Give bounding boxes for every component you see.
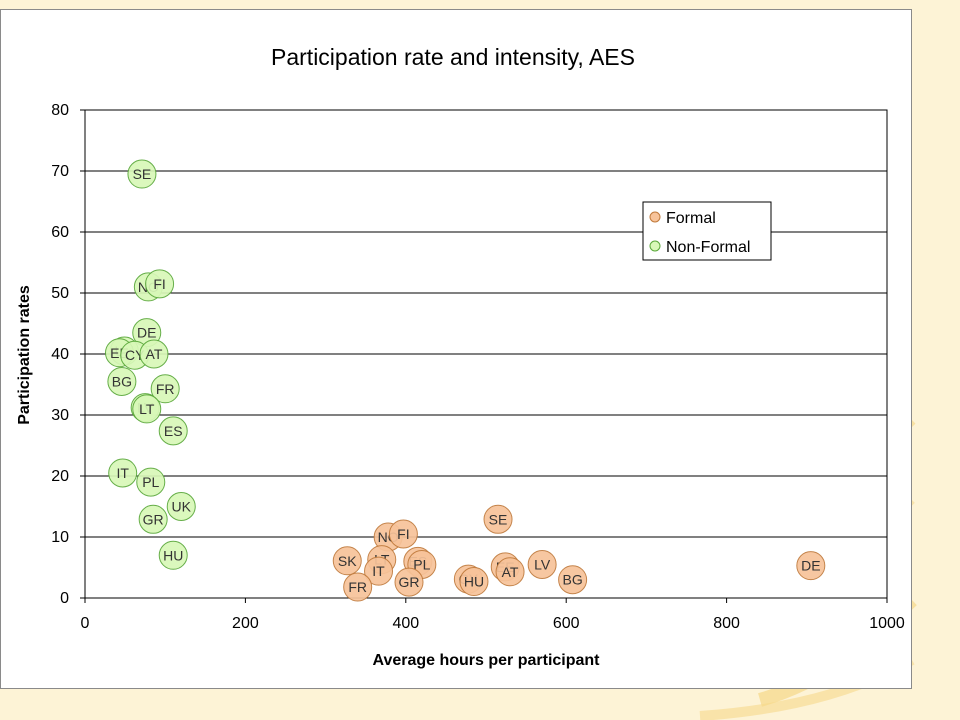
data-point-bg xyxy=(558,565,588,595)
data-label-bg: BG xyxy=(562,572,582,588)
y-axis-title: Participation rates xyxy=(16,285,33,425)
data-label-uk: UK xyxy=(172,499,192,515)
data-label-de: DE xyxy=(137,325,156,341)
data-point-hu xyxy=(158,540,188,570)
data-label-se: SE xyxy=(489,511,508,527)
data-label-pl: PL xyxy=(142,474,159,490)
data-label-at: AT xyxy=(502,564,519,580)
data-label-sk: SK xyxy=(338,553,357,569)
data-point-de xyxy=(796,551,826,581)
data-point-pl xyxy=(136,467,166,497)
data-label-de: DE xyxy=(801,558,820,574)
data-point-gr xyxy=(138,504,168,534)
data-point-uk xyxy=(166,492,196,521)
data-point-lt xyxy=(132,394,162,424)
legend-swatch-non-formal xyxy=(649,240,661,252)
scatter-chart: Participation rate and intensity, AES 0 1… xyxy=(16,44,905,669)
data-point-sk xyxy=(332,546,362,576)
data-label-hu: HU xyxy=(163,547,183,563)
data-label-fi: FI xyxy=(153,276,165,292)
data-label-lt: LT xyxy=(139,401,155,417)
data-label-fr: FR xyxy=(348,579,367,595)
data-label-fi: FI xyxy=(397,526,409,542)
data-point-hu xyxy=(459,567,489,597)
data-point-gr xyxy=(394,567,424,597)
chart-title: Participation rate and intensity, AES xyxy=(271,44,635,70)
legend-box xyxy=(642,201,772,261)
series-formal: SENOFISKLTESPLITFRGRCYHUEEATLVBGDE xyxy=(332,504,826,602)
grid-lines xyxy=(85,109,887,538)
data-point-se xyxy=(127,159,157,189)
y-tick-label: 40 xyxy=(51,346,69,363)
data-point-bg xyxy=(107,366,137,396)
data-label-lv: LV xyxy=(534,556,551,572)
data-point-se xyxy=(483,504,513,534)
x-tick-label: 1000 xyxy=(869,615,905,632)
x-axis-title: Average hours per participant xyxy=(372,652,600,669)
y-tick-label: 80 xyxy=(51,102,69,119)
x-axis-ticks: 0 200 400 600 800 1000 xyxy=(81,598,905,632)
y-tick-label: 20 xyxy=(51,468,69,485)
legend-swatch-formal xyxy=(649,211,661,223)
series-non-formal: SENOFIDEUKEECYATBGFRLVLTESITPLUKGRHU xyxy=(104,159,196,570)
x-tick-label: 600 xyxy=(553,615,580,632)
data-point-it xyxy=(364,556,394,586)
data-label-hu: HU xyxy=(464,574,484,590)
data-label-se: SE xyxy=(133,166,152,182)
x-tick-label: 800 xyxy=(713,615,740,632)
y-tick-label: 70 xyxy=(51,163,69,180)
data-point-fr xyxy=(150,374,180,404)
data-label-es: ES xyxy=(164,423,183,439)
data-label-fr: FR xyxy=(156,381,175,397)
y-tick-label: 0 xyxy=(60,590,69,607)
data-label-gr: GR xyxy=(399,574,420,590)
data-point-es xyxy=(158,416,188,446)
x-tick-label: 400 xyxy=(392,615,419,632)
legend: Formal Non-Formal xyxy=(642,201,772,261)
data-point-at xyxy=(495,557,525,587)
y-tick-label: 30 xyxy=(51,407,69,424)
data-point-fi xyxy=(388,519,418,549)
y-tick-label: 60 xyxy=(51,224,69,241)
x-tick-label: 0 xyxy=(81,615,90,632)
y-tick-label: 10 xyxy=(51,529,69,546)
legend-label-formal: Formal xyxy=(666,210,716,227)
data-point-fi xyxy=(145,269,175,299)
data-point-at xyxy=(139,339,169,369)
x-tick-label: 200 xyxy=(232,615,259,632)
data-label-bg: BG xyxy=(112,373,132,389)
data-point-lv xyxy=(527,549,557,579)
legend-label-non-formal: Non-Formal xyxy=(666,239,750,256)
data-points: SENOFISKLTESPLITFRGRCYHUEEATLVBGDESENOFI… xyxy=(104,159,826,602)
chart-slide: Participation rate and intensity, AES 0 1… xyxy=(0,9,912,689)
data-label-gr: GR xyxy=(143,511,164,527)
data-label-it: IT xyxy=(372,563,385,579)
y-tick-label: 50 xyxy=(51,285,69,302)
data-point-it xyxy=(108,458,138,488)
data-label-it: IT xyxy=(116,465,129,481)
data-label-at: AT xyxy=(146,346,163,362)
y-axis-ticks: 0 10 20 30 40 50 60 70 80 xyxy=(51,102,85,607)
data-label-pl: PL xyxy=(413,556,430,572)
data-point-fr xyxy=(343,572,373,602)
